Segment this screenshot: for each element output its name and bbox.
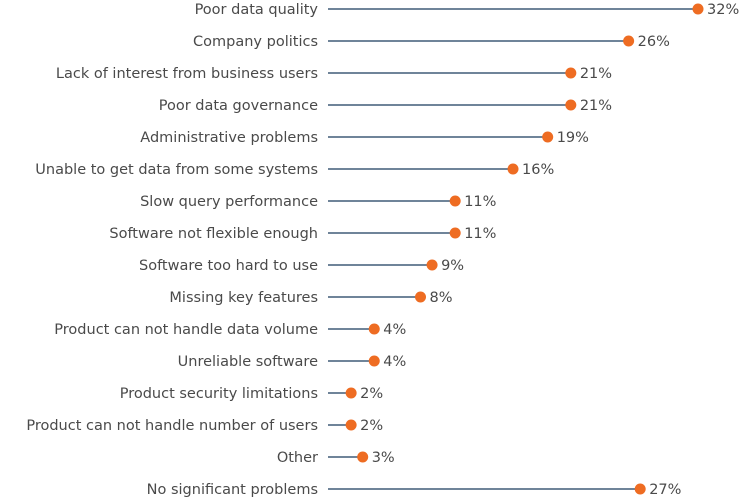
category-label: Software not flexible enough [109,226,318,242]
category-label: No significant problems [147,482,318,498]
value-label: 11% [464,194,496,210]
data-point [692,3,704,15]
value-label: 4% [383,322,406,338]
category-label: Slow query performance [140,194,318,210]
category-label: Unable to get data from some systems [35,162,318,178]
value-label: 21% [580,98,612,114]
data-point [415,291,426,303]
category-label: Product can not handle data volume [54,322,318,338]
value-label: 26% [638,34,670,50]
category-label: Administrative problems [140,130,318,146]
data-point [565,67,577,79]
data-point [345,419,357,431]
category-label: Poor data quality [195,2,319,18]
value-label: 4% [383,354,406,370]
category-label: Missing key features [169,290,318,306]
data-point [345,387,357,399]
value-label: 2% [360,418,383,434]
data-point [368,355,380,367]
category-label: Product can not handle number of users [26,418,318,434]
value-label: 8% [430,290,453,306]
category-label: Poor data governance [159,98,318,114]
category-label: Product security limitations [120,386,318,402]
data-point [449,227,461,239]
data-point [426,259,438,271]
data-point [449,195,461,207]
data-point [507,163,519,175]
category-label: Software too hard to use [139,258,318,274]
value-label: 9% [441,258,464,274]
value-label: 3% [372,450,395,466]
value-label: 16% [522,162,554,178]
value-label: 27% [649,482,681,498]
value-label: 32% [707,2,739,18]
data-point [368,323,380,335]
category-label: Company politics [193,34,318,50]
value-label: 2% [360,386,383,402]
data-point [565,99,577,111]
category-label: Lack of interest from business users [56,66,318,82]
data-point [542,131,554,143]
value-label: 11% [464,226,496,242]
data-point [623,35,635,47]
data-point [634,483,646,495]
value-label: 21% [580,66,612,82]
category-label: Unreliable software [178,354,318,370]
category-label: Other [277,450,318,466]
data-point [357,451,369,463]
value-label: 19% [557,130,589,146]
